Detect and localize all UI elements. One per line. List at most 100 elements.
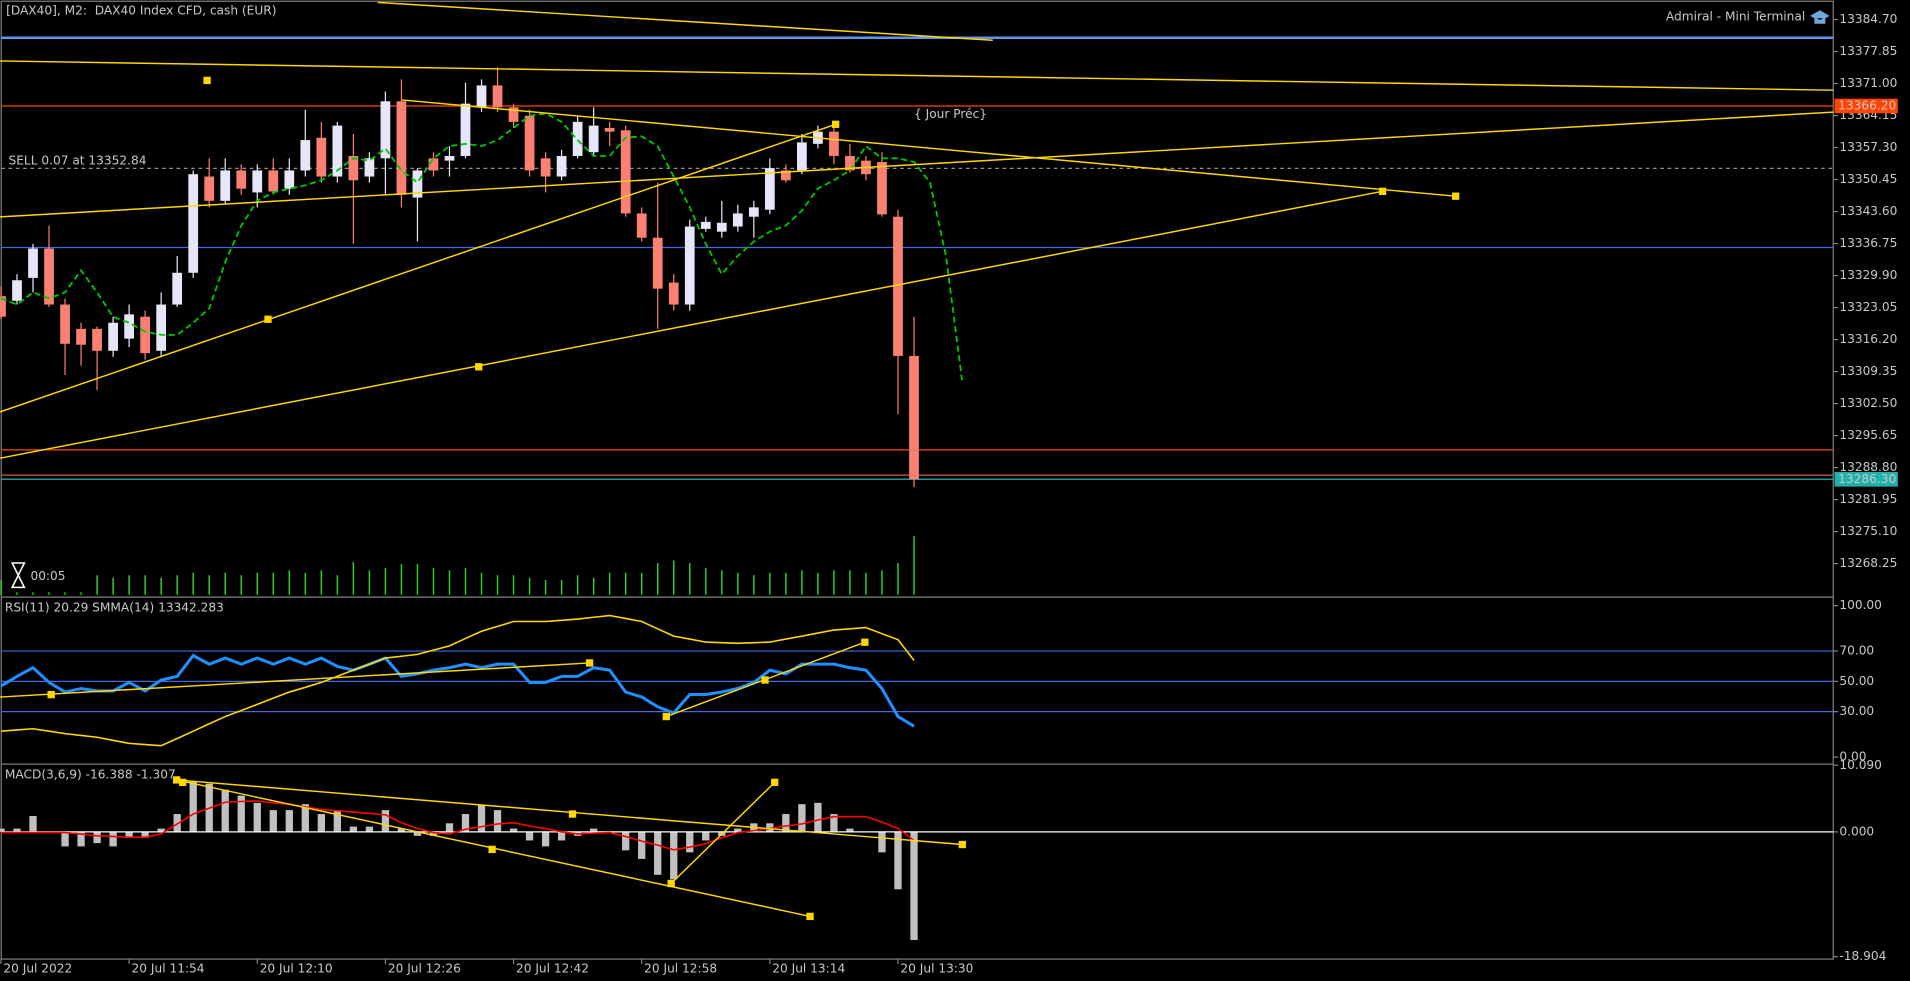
candle-body bbox=[252, 170, 263, 193]
handle bbox=[761, 676, 769, 684]
indicator-title: RSI(11) 20.29 SMMA(14) 13342.283 bbox=[5, 601, 224, 615]
candle-body bbox=[108, 322, 118, 351]
x-tick-label: 20 Jul 13:14 bbox=[772, 961, 845, 975]
histogram-bar bbox=[77, 831, 85, 847]
trendline bbox=[377, 1, 993, 41]
trendline bbox=[0, 662, 590, 698]
indicator-line bbox=[0, 614, 915, 747]
y-tick-label: 30.00 bbox=[1839, 704, 1874, 718]
histogram-bar bbox=[894, 831, 902, 890]
histogram-bar bbox=[13, 828, 21, 832]
histogram-bar bbox=[349, 826, 358, 832]
x-tick-label: 20 Jul 11:54 bbox=[132, 961, 205, 975]
candle-body bbox=[268, 170, 279, 192]
histogram-bar bbox=[622, 831, 630, 851]
y-tick-label: 13309.35 bbox=[1839, 364, 1897, 378]
candle-body bbox=[588, 125, 599, 153]
candle-body bbox=[380, 101, 391, 159]
x-tick-label: 20 Jul 13:30 bbox=[900, 961, 973, 975]
handle bbox=[47, 690, 55, 699]
candle-body bbox=[44, 248, 54, 305]
plot-border bbox=[0, 0, 1834, 960]
histogram-bar bbox=[541, 831, 550, 847]
candle-body bbox=[204, 176, 215, 201]
candle-body bbox=[893, 216, 903, 356]
histogram-bar bbox=[638, 831, 646, 859]
y-tick-label: 13357.30 bbox=[1839, 140, 1897, 154]
candle-body bbox=[428, 158, 439, 171]
y-tick-label: 13343.60 bbox=[1839, 204, 1897, 218]
timer-bg bbox=[4, 558, 93, 593]
order-label: SELL 0.07 at 13352.84 bbox=[9, 154, 147, 168]
histogram-bar bbox=[477, 805, 486, 832]
y-tick-label: 13329.90 bbox=[1839, 268, 1897, 282]
histogram-bar bbox=[782, 814, 790, 832]
histogram-bar bbox=[157, 828, 165, 832]
signal-line bbox=[0, 800, 915, 851]
handle bbox=[662, 712, 670, 721]
price-badge bbox=[1834, 471, 1898, 487]
candle-body bbox=[412, 170, 423, 198]
y-tick-label: 100.00 bbox=[1839, 598, 1882, 612]
histogram-bar bbox=[317, 814, 325, 832]
histogram-bar bbox=[702, 831, 710, 841]
candle-body bbox=[732, 213, 743, 227]
candle-body bbox=[124, 314, 134, 339]
candle-body bbox=[156, 304, 167, 351]
histogram-bar bbox=[654, 831, 662, 875]
handle bbox=[667, 879, 675, 888]
candle-body bbox=[524, 115, 535, 171]
y-tick-label: 50.00 bbox=[1839, 674, 1874, 688]
histogram-bar bbox=[766, 823, 774, 832]
candle-body bbox=[300, 140, 311, 171]
trendline bbox=[670, 781, 776, 885]
candle-body bbox=[668, 282, 679, 305]
level-name: { Jour Préc} bbox=[914, 107, 987, 121]
histogram-bar bbox=[686, 831, 694, 853]
candle-body bbox=[140, 316, 151, 354]
handle bbox=[771, 778, 779, 787]
x-tick-label: 20 Jul 12:26 bbox=[388, 961, 461, 975]
y-tick-label: 13288.80 bbox=[1839, 460, 1897, 474]
candle-body bbox=[492, 85, 503, 108]
histogram-bar bbox=[589, 828, 598, 832]
x-tick-label: 20 Jul 12:10 bbox=[260, 961, 333, 975]
handle bbox=[172, 776, 181, 784]
candle-body bbox=[845, 155, 855, 171]
chart-title: [DAX40], M2: DAX40 Index CFD, cash (EUR) bbox=[6, 3, 276, 17]
handle bbox=[203, 76, 211, 85]
price-badge bbox=[1834, 98, 1898, 114]
handle bbox=[831, 120, 840, 128]
candle-body bbox=[636, 213, 647, 238]
histogram-bar bbox=[429, 831, 438, 836]
candle-body bbox=[28, 248, 38, 278]
indicator-line bbox=[0, 653, 915, 728]
histogram-bar bbox=[493, 810, 502, 832]
handle bbox=[1378, 187, 1387, 195]
handle bbox=[861, 638, 869, 646]
candle-body bbox=[764, 168, 775, 210]
candle-body bbox=[652, 237, 663, 289]
histogram-bar bbox=[509, 828, 518, 832]
candle-body bbox=[476, 85, 487, 108]
candle-body bbox=[556, 155, 567, 177]
candle-body bbox=[684, 226, 695, 305]
handle bbox=[806, 912, 814, 921]
candle-body bbox=[0, 296, 6, 317]
timer: 00:05 bbox=[30, 569, 65, 583]
terminal-label: Admiral - Mini Terminal bbox=[1666, 10, 1805, 24]
moving-average bbox=[0, 112, 963, 381]
x-tick-label: 20 Jul 12:58 bbox=[644, 961, 717, 975]
y-tick-label: 13350.45 bbox=[1839, 172, 1897, 186]
histogram-bar bbox=[269, 810, 277, 832]
price-badge-label: 13286.30 bbox=[1838, 472, 1896, 486]
histogram-bar bbox=[93, 831, 101, 844]
candle-body bbox=[76, 328, 86, 345]
handle bbox=[264, 315, 272, 323]
histogram-bar bbox=[461, 814, 470, 832]
histogram-bar bbox=[141, 831, 149, 838]
histogram-bar bbox=[397, 828, 406, 832]
trendline bbox=[0, 60, 1834, 91]
